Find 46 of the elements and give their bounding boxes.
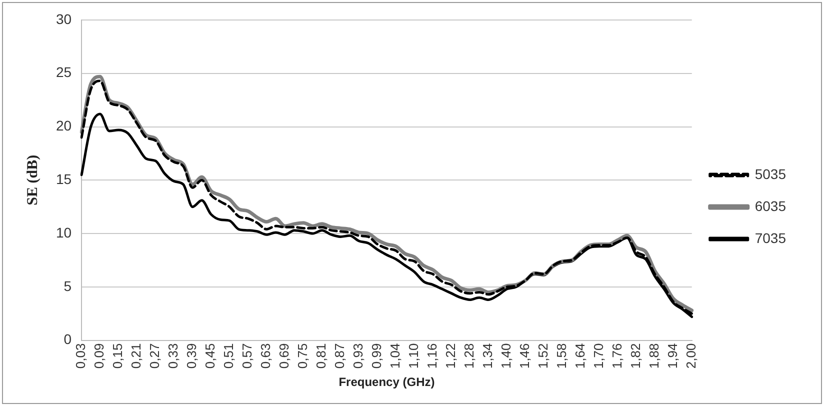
y-tick-label: 20 — [56, 118, 72, 134]
y-tick-label: 0 — [64, 331, 72, 348]
y-tick-label: 15 — [56, 171, 72, 188]
x-tick-label: 0,27 — [147, 343, 162, 369]
x-tick-label: 1,04 — [388, 343, 403, 369]
x-tick-label: 0,21 — [128, 343, 144, 369]
y-tick-label: 30 — [56, 10, 72, 27]
x-tick-label: 0,63 — [258, 343, 274, 369]
x-tick-label: 1,22 — [443, 343, 458, 369]
x-tick-label: 1,46 — [516, 343, 532, 369]
x-tick-label: 1,58 — [554, 343, 569, 369]
y-tick-label: 5 — [64, 278, 72, 294]
x-tick-label: 0,39 — [184, 343, 200, 369]
x-tick-label: 1,88 — [646, 343, 662, 369]
x-tick-label: 0,99 — [369, 343, 384, 369]
y-axis-title: SE (dB) — [24, 154, 41, 206]
x-tick-label: 1,34 — [480, 343, 496, 369]
x-tick-label: 0,51 — [221, 343, 236, 369]
y-tick-label: 10 — [56, 224, 72, 240]
legend-label: 6035 — [754, 198, 786, 214]
x-tick-label: 0,45 — [202, 343, 218, 369]
x-tick-label: 1,52 — [535, 343, 550, 369]
x-tick-label: 1,10 — [406, 343, 422, 369]
x-tick-label: 0,03 — [73, 343, 88, 369]
x-tick-label: 0,75 — [295, 343, 310, 369]
x-tick-label: 1,64 — [572, 343, 588, 369]
x-axis-title: Frequency (GHz) — [338, 375, 435, 390]
y-tick-label: 25 — [56, 64, 72, 80]
x-tick-label: 2,00 — [683, 343, 698, 369]
x-tick-label: 1,76 — [609, 343, 624, 369]
x-tick-label: 1,16 — [424, 343, 440, 369]
x-tick-label: 0,81 — [314, 343, 329, 369]
x-tick-label: 0,33 — [166, 343, 181, 369]
x-tick-label: 1,28 — [462, 343, 477, 369]
x-tick-label: 0,15 — [110, 343, 126, 369]
x-tick-label: 0,57 — [240, 343, 255, 369]
x-tick-label: 0,93 — [350, 343, 366, 369]
x-tick-label: 0,69 — [276, 343, 292, 369]
x-tick-label: 1,40 — [498, 343, 514, 369]
legend-label: 7035 — [754, 230, 786, 246]
x-tick-label: 1,82 — [628, 343, 643, 369]
x-tick-label: 0,87 — [332, 343, 348, 369]
legend-label: 5035 — [754, 166, 786, 182]
x-tick-label: 1,70 — [590, 343, 606, 369]
x-tick-label: 1,94 — [664, 343, 680, 369]
x-tick-label: 0,09 — [92, 343, 107, 369]
